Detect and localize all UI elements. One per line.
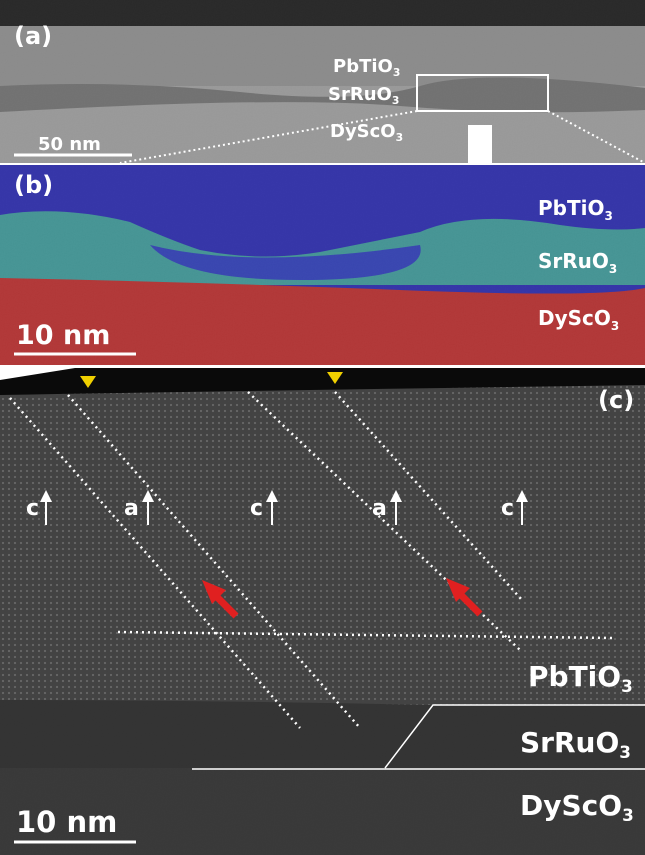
panel-c: (c) c a c a c PbTiO3 SrRuO3 DyScO3 10 nm — [0, 368, 645, 855]
figure: (a) PbTiO3 SrRuO3 DyScO3 50 nm (b) PbTiO… — [0, 0, 645, 855]
layer-label: DyScO3 — [330, 121, 403, 144]
layer-label: DyScO3 — [520, 789, 634, 825]
domain-label: c — [26, 496, 39, 521]
domain-label: c — [250, 496, 263, 521]
layer-label: SrRuO3 — [520, 726, 631, 762]
layer-label: PbTiO3 — [528, 660, 633, 696]
domain-label: a — [124, 496, 139, 521]
layer-label: PbTiO3 — [538, 196, 613, 223]
layer-label: SrRuO3 — [538, 249, 617, 276]
layer-label: DyScO3 — [538, 306, 619, 333]
domain-label: c — [501, 496, 514, 521]
panel-b: (b) PbTiO3 SrRuO3 DyScO3 10 nm — [0, 165, 645, 365]
panel-label: (c) — [598, 386, 634, 414]
texture — [0, 368, 645, 855]
scale-bar-label: 10 nm — [16, 320, 110, 351]
layer-label: SrRuO3 — [328, 84, 399, 107]
panel-label: (b) — [14, 171, 53, 199]
domain-label: a — [372, 496, 387, 521]
panel-label: (a) — [14, 22, 52, 50]
panel-a: (a) PbTiO3 SrRuO3 DyScO3 50 nm — [0, 0, 645, 193]
page: {"panels": [ {"label": "(a)", "layers": … — [0, 0, 645, 855]
layer-label: PbTiO3 — [333, 56, 400, 79]
scale-bar-label: 50 nm — [38, 134, 101, 155]
scale-bar-label: 10 nm — [16, 805, 117, 839]
